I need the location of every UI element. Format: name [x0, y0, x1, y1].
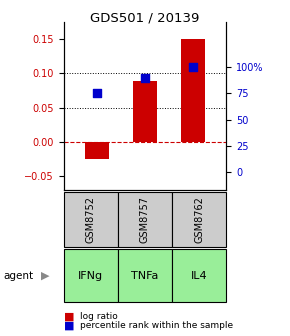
Text: log ratio: log ratio — [80, 312, 117, 321]
Bar — [133, 82, 157, 142]
Text: ■: ■ — [64, 311, 74, 322]
Text: agent: agent — [3, 270, 33, 281]
Text: percentile rank within the sample: percentile rank within the sample — [80, 322, 233, 330]
Text: GSM8762: GSM8762 — [194, 196, 204, 243]
Point — [95, 91, 99, 96]
Bar — [85, 142, 109, 159]
Text: GSM8757: GSM8757 — [140, 196, 150, 243]
Text: IFNg: IFNg — [78, 270, 104, 281]
Point — [143, 75, 147, 81]
Text: TNFa: TNFa — [131, 270, 159, 281]
Text: GSM8752: GSM8752 — [86, 196, 96, 243]
Bar — [181, 39, 205, 142]
Text: GDS501 / 20139: GDS501 / 20139 — [90, 12, 200, 25]
Text: ▶: ▶ — [41, 270, 49, 281]
Text: IL4: IL4 — [191, 270, 207, 281]
Point — [191, 65, 195, 70]
Text: ■: ■ — [64, 321, 74, 331]
